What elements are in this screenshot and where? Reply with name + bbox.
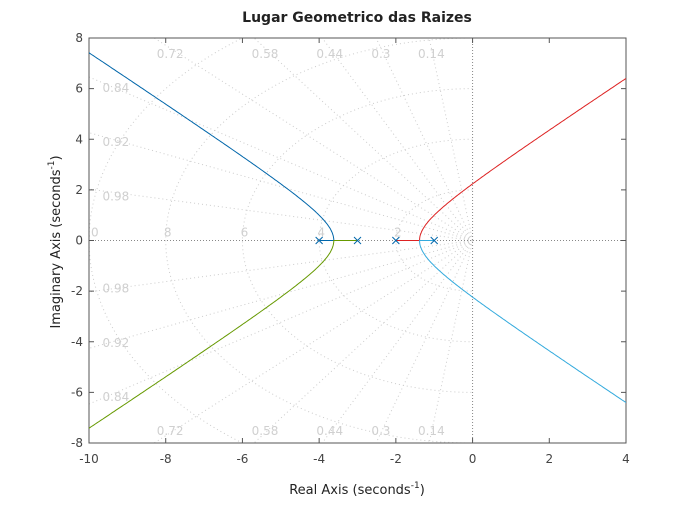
wn-arc [89, 38, 244, 443]
pole-marker-stroke [353, 236, 362, 245]
wn-label: 6 [241, 226, 249, 240]
locus-branch-lower-right [419, 240, 626, 404]
pole-marker-stroke [430, 236, 439, 245]
y-axis-label-base: Imaginary Axis (seconds [49, 169, 64, 328]
pole-marker [315, 236, 323, 245]
zeta-line [375, 38, 474, 241]
zeta-line [253, 240, 473, 443]
zeta-line [89, 240, 473, 349]
zeta-line [428, 240, 474, 443]
zeta-line [321, 38, 473, 241]
zeta-label: 0.3 [371, 424, 390, 438]
zeta-line [375, 240, 474, 443]
locus-branch-upper-left [89, 52, 335, 241]
y-axis-label-sup: -1 [47, 161, 57, 170]
zeta-label: 0.84 [103, 81, 130, 95]
wn-arc [318, 138, 473, 343]
zeta-line [253, 38, 473, 241]
zeta-label: 0.58 [252, 424, 279, 438]
x-axis-label-close: ) [420, 483, 425, 498]
x-tick-label: -2 [390, 452, 402, 466]
x-tick-label: -8 [160, 452, 172, 466]
zeta-label: 0.98 [103, 190, 130, 204]
y-tick-label: 4 [75, 132, 83, 146]
y-tick-label: 0 [75, 234, 83, 248]
x-axis-label: Real Axis (seconds-1) [289, 481, 425, 498]
x-tick-label: -6 [236, 452, 248, 466]
x-axis-label-base: Real Axis (seconds [289, 483, 411, 498]
y-tick-label: 6 [75, 82, 83, 96]
zeta-label: 0.72 [157, 47, 184, 61]
x-tick-label: -4 [313, 452, 325, 466]
zeta-line [89, 188, 473, 241]
zeta-label: 0.72 [157, 424, 184, 438]
y-tick-label: 2 [75, 183, 83, 197]
y-tick-label: 8 [75, 31, 83, 45]
axes: -10 -8 -6 -4 -2 0 2 4 -8 -6 -4 -2 0 2 4 6 8 [71, 31, 630, 466]
zeta-label: 0.92 [103, 336, 130, 350]
damping-grid: 0.14 0.14 0.3 0.3 0.44 0.44 0.58 0.58 0.72 0.72 0.… [83, 38, 474, 443]
zeta-line [89, 132, 473, 241]
pole-marker [392, 236, 400, 245]
zeta-label: 0.98 [103, 281, 130, 295]
wn-label: 2 [394, 226, 402, 240]
y-axis-label: Imaginary Axis (seconds-1) [47, 155, 64, 328]
zeta-line [153, 38, 473, 241]
zeta-label: 0.44 [316, 47, 343, 61]
y-tick-label: -6 [71, 385, 83, 399]
pole-markers [315, 236, 439, 245]
x-tick-label: -10 [79, 452, 99, 466]
zeta-line [89, 240, 473, 405]
x-tick-label: 2 [545, 452, 553, 466]
pole-marker [430, 236, 439, 245]
x-axis-label-sup: -1 [411, 481, 420, 491]
zeta-label: 0.3 [371, 47, 390, 61]
zeta-label: 0.84 [103, 390, 130, 404]
zeta-line [89, 76, 473, 241]
zeta-label: 0.14 [418, 424, 445, 438]
zeta-line [89, 240, 473, 293]
y-tick-label: -8 [71, 436, 83, 450]
zeta-label: 0.14 [418, 47, 445, 61]
pole-marker-stroke [392, 236, 400, 245]
y-axis-label-close: ) [49, 155, 64, 160]
y-tick-label: -4 [71, 335, 83, 349]
zeta-label: 0.44 [316, 424, 343, 438]
zeta-line [428, 38, 474, 241]
zeta-label: 0.58 [252, 47, 279, 61]
y-tick-label: -2 [71, 284, 83, 298]
x-tick-label: 0 [469, 452, 477, 466]
zeta-line [321, 240, 473, 443]
wn-arc [165, 38, 473, 443]
chart-title: Lugar Geometrico das Raizes [242, 10, 472, 26]
locus-branch-lower-left [89, 240, 358, 429]
zeta-line [153, 240, 473, 443]
pole-marker [353, 236, 362, 245]
pole-marker-stroke [315, 236, 323, 245]
wn-arc [241, 88, 473, 393]
x-tick-label: 4 [622, 452, 630, 466]
wn-label: 4 [317, 226, 325, 240]
zeta-label: 0.92 [103, 135, 130, 149]
locus-branch-upper-right [395, 77, 626, 241]
wn-label: 10 [83, 226, 98, 240]
wn-label: 8 [164, 226, 172, 240]
